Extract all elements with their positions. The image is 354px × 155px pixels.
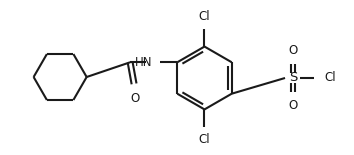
Text: O: O xyxy=(130,92,140,105)
Text: Cl: Cl xyxy=(199,10,210,23)
Text: O: O xyxy=(288,99,297,112)
Text: Cl: Cl xyxy=(324,71,336,84)
Text: HN: HN xyxy=(135,56,153,69)
Text: O: O xyxy=(288,44,297,57)
Text: S: S xyxy=(289,71,297,84)
Text: Cl: Cl xyxy=(199,133,210,146)
